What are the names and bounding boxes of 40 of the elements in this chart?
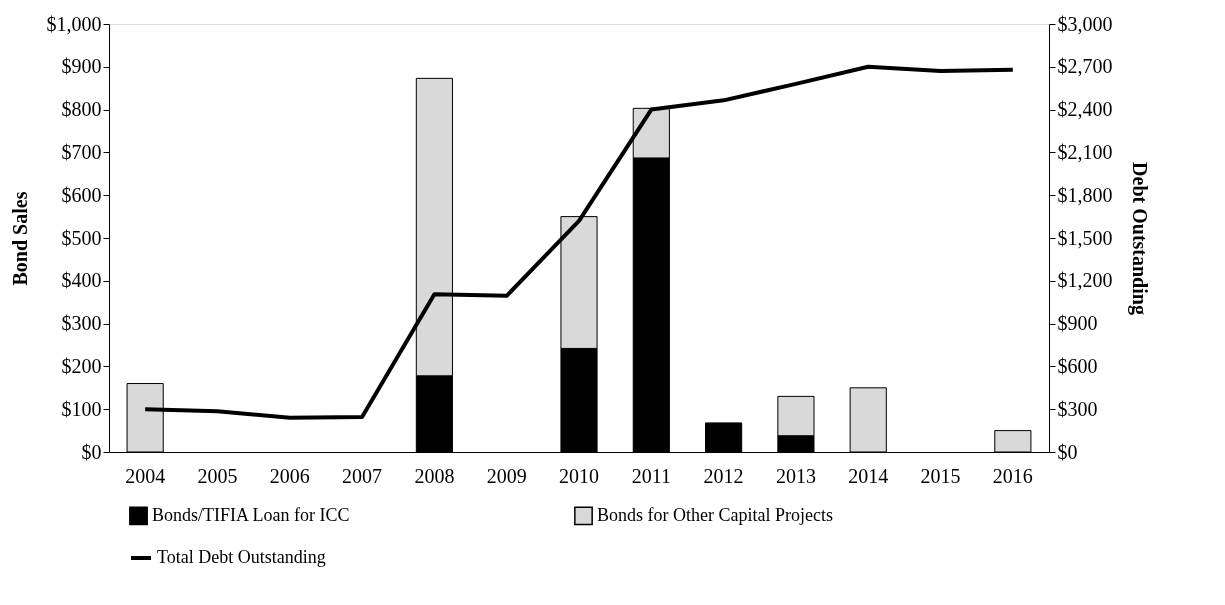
x-tick-label: 2009 bbox=[486, 464, 527, 487]
y-tick-label: $600 bbox=[61, 183, 102, 206]
x-tick-label: 2005 bbox=[197, 464, 238, 487]
y-tick-label: $100 bbox=[61, 397, 102, 420]
legend-label: Bonds for Other Capital Projects bbox=[597, 504, 833, 525]
y2-tick-label: $1,800 bbox=[1057, 183, 1113, 206]
y2-tick-label: $600 bbox=[1057, 354, 1098, 377]
y-tick-label: $800 bbox=[61, 98, 102, 121]
y2-tick-label: $0 bbox=[1057, 440, 1078, 463]
y2-axis-title: Debt Outstanding bbox=[1127, 162, 1151, 315]
x-tick-label: 2004 bbox=[125, 464, 166, 487]
x-tick-label: 2016 bbox=[992, 464, 1033, 487]
x-tick-label: 2008 bbox=[414, 464, 455, 487]
y2-tick-label: $1,500 bbox=[1057, 226, 1113, 249]
y-tick-label: $200 bbox=[61, 354, 102, 377]
x-tick-label: 2015 bbox=[920, 464, 961, 487]
x-tick-label: 2007 bbox=[342, 464, 383, 487]
x-tick-label: 2010 bbox=[559, 464, 599, 487]
y2-tick-label: $2,400 bbox=[1057, 98, 1113, 121]
y-tick-label: $900 bbox=[61, 55, 102, 78]
y-axis-title: Bond Sales bbox=[8, 191, 31, 286]
x-tick-label: 2014 bbox=[848, 464, 889, 487]
y2-tick-label: $300 bbox=[1057, 397, 1098, 420]
y2-tick-label: $900 bbox=[1057, 312, 1098, 335]
y-tick-label: $500 bbox=[61, 226, 102, 249]
y-tick-label: $0 bbox=[81, 440, 102, 463]
y2-tick-label: $1,200 bbox=[1057, 269, 1113, 292]
x-tick-label: 2011 bbox=[631, 464, 671, 487]
x-tick-label: 2013 bbox=[775, 464, 816, 487]
y-tick-label: $400 bbox=[61, 269, 102, 292]
y2-tick-label: $2,100 bbox=[1057, 140, 1113, 163]
legend-label: Total Debt Outstanding bbox=[157, 547, 326, 567]
legend-label: Bonds/TIFIA Loan for ICC bbox=[152, 504, 350, 525]
y2-tick-label: $3,000 bbox=[1057, 12, 1113, 35]
x-tick-label: 2006 bbox=[269, 464, 310, 487]
y-tick-label: $1,000 bbox=[46, 12, 102, 35]
y2-tick-label: $2,700 bbox=[1057, 55, 1113, 78]
y-tick-label: $300 bbox=[61, 312, 102, 335]
x-tick-label: 2012 bbox=[703, 464, 744, 487]
y-tick-label: $700 bbox=[61, 140, 102, 163]
